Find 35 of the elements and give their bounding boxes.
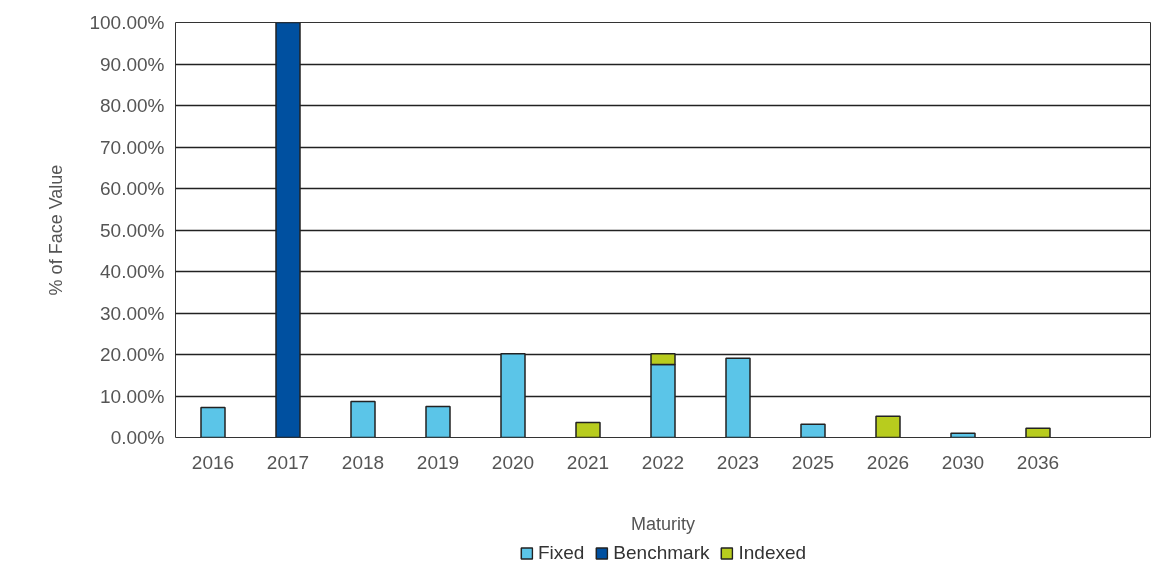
y-tick-label: 20.00%	[100, 344, 165, 365]
y-tick-label: 30.00%	[100, 302, 165, 324]
x-tick-label: 2030	[941, 451, 985, 473]
y-tick-label: 50.00%	[100, 219, 165, 241]
y-tick-label: 70.00%	[100, 136, 165, 158]
y-tick-label: 80.00%	[100, 95, 165, 116]
y-tick-label: 60.00%	[100, 178, 165, 199]
x-tick-label: 2023	[716, 451, 760, 473]
bar	[575, 421, 601, 438]
y-tick-label: 100.00%	[89, 12, 165, 33]
bar	[1025, 427, 1051, 438]
x-axis-title: Maturity	[630, 513, 696, 534]
y-tick-label: 40.00%	[100, 261, 165, 282]
x-tick-label: 2017	[266, 451, 310, 473]
x-tick-label: 2026	[866, 451, 910, 473]
x-tick-label: 2016	[191, 451, 235, 473]
bar	[200, 406, 226, 438]
legend-label: Indexed	[738, 541, 807, 564]
y-axis-title: % of Face Value	[46, 164, 67, 296]
y-tick-label: 0.00%	[110, 427, 165, 448]
x-tick-label: 2025	[791, 451, 835, 473]
x-tick-label: 2018	[341, 451, 385, 473]
bar	[875, 415, 901, 438]
bar	[350, 400, 376, 438]
bar	[800, 423, 826, 438]
x-tick-label: 2022	[641, 451, 685, 473]
y-tick-label: 10.00%	[100, 385, 165, 407]
legend-label: Fixed	[537, 541, 585, 564]
x-tick-label: 2021	[566, 451, 610, 473]
y-tick-label: 90.00%	[100, 53, 165, 75]
x-tick-label: 2036	[1016, 451, 1060, 473]
legend-label: Benchmark	[613, 541, 710, 564]
bar	[425, 405, 451, 438]
x-tick-label: 2020	[491, 451, 535, 473]
x-tick-label: 2019	[416, 451, 460, 473]
